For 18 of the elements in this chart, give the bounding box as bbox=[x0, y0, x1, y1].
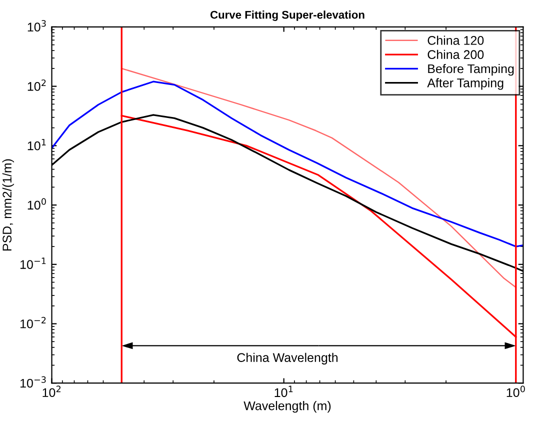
y-tick-label: 10$^{−2}$ bbox=[20, 316, 46, 328]
x-axis-title: Wavelength (m) bbox=[244, 401, 331, 413]
y-tick-label: 10$^{0}$ bbox=[28, 198, 46, 210]
y-axis-title: PSD, mm2/(1/m) bbox=[2, 159, 14, 251]
annotation: China Wavelength bbox=[237, 352, 338, 364]
y-tick-label: 10$^{3}$ bbox=[28, 20, 46, 32]
x-tick-label: 10$^{1}$ bbox=[274, 386, 293, 398]
legend-label: China 120 bbox=[428, 36, 484, 45]
y-tick-label: 10$^{2}$ bbox=[28, 79, 46, 91]
x-tick-label: 10$^{0}$ bbox=[506, 386, 525, 398]
y-tick-label: 10$^{−1}$ bbox=[20, 258, 46, 269]
chart-title: Curve Fitting Super-elevation bbox=[210, 10, 364, 21]
y-tick-label: 10$^{−3}$ bbox=[20, 376, 46, 388]
y-tick-label: 10$^{1}$ bbox=[28, 138, 46, 150]
legend-label: After Tamping bbox=[427, 78, 504, 90]
legend-label: Before Tamping bbox=[428, 64, 514, 76]
legend-label: China 200 bbox=[428, 50, 484, 60]
x-tick-label: 10$^{2}$ bbox=[42, 386, 60, 398]
